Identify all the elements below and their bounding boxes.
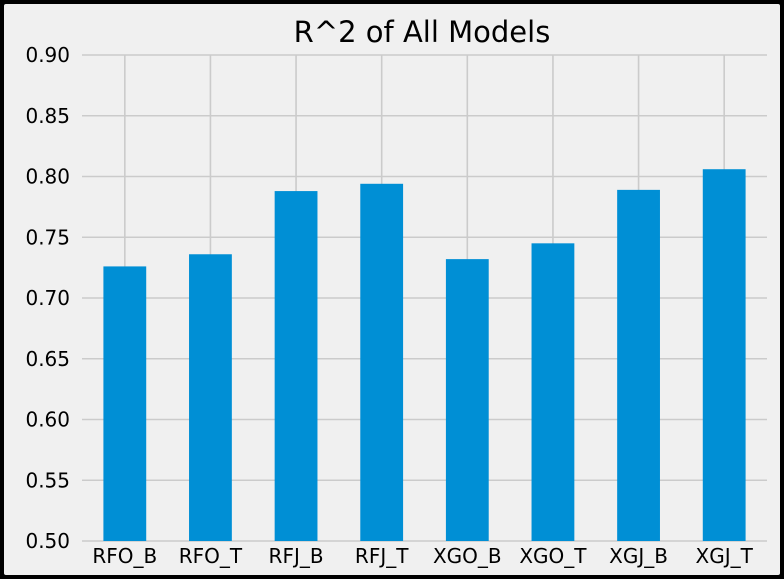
y-tick-label: 0.75	[25, 225, 70, 249]
y-tick-label: 0.90	[25, 43, 70, 67]
y-tick-label: 0.85	[25, 104, 70, 128]
bar-rfj-t	[360, 183, 404, 542]
x-tick-label: XGO_B	[433, 544, 502, 568]
y-tick-label: 0.50	[25, 529, 70, 553]
x-axis-ticks: RFO_B RFO_T RFJ_B RFJ_T XGO_B XGO_T XGJ_B XGJ_T	[92, 544, 753, 568]
bar-xgo-b	[445, 259, 489, 541]
y-tick-label: 0.65	[25, 347, 70, 371]
x-tick-label: RFJ_T	[355, 544, 409, 568]
y-tick-label: 0.80	[25, 165, 70, 189]
bar-xgj-b	[617, 189, 660, 542]
y-tick-label: 0.70	[25, 286, 70, 310]
bar-rfj-b	[274, 191, 318, 541]
chart-title: R^2 of All Models	[294, 15, 551, 49]
bar-xgj-t	[702, 169, 746, 541]
y-tick-label: 0.55	[25, 468, 70, 492]
y-axis-ticks: 0.50 0.55 0.60 0.65 0.70 0.75 0.80 0.85 0.90	[25, 43, 70, 553]
x-tick-label: RFJ_B	[269, 544, 324, 568]
bar-xgo-t	[531, 243, 575, 541]
bar-rfo-t	[189, 254, 232, 541]
x-tick-label: XGO_T	[519, 544, 587, 568]
x-tick-label: RFO_T	[179, 544, 243, 568]
x-tick-label: XGJ_T	[696, 544, 754, 568]
bars	[103, 169, 746, 542]
x-tick-label: XGJ_B	[609, 544, 668, 568]
x-tick-label: RFO_B	[92, 544, 157, 568]
y-tick-label: 0.60	[25, 408, 70, 432]
bar-rfo-b	[103, 266, 147, 541]
